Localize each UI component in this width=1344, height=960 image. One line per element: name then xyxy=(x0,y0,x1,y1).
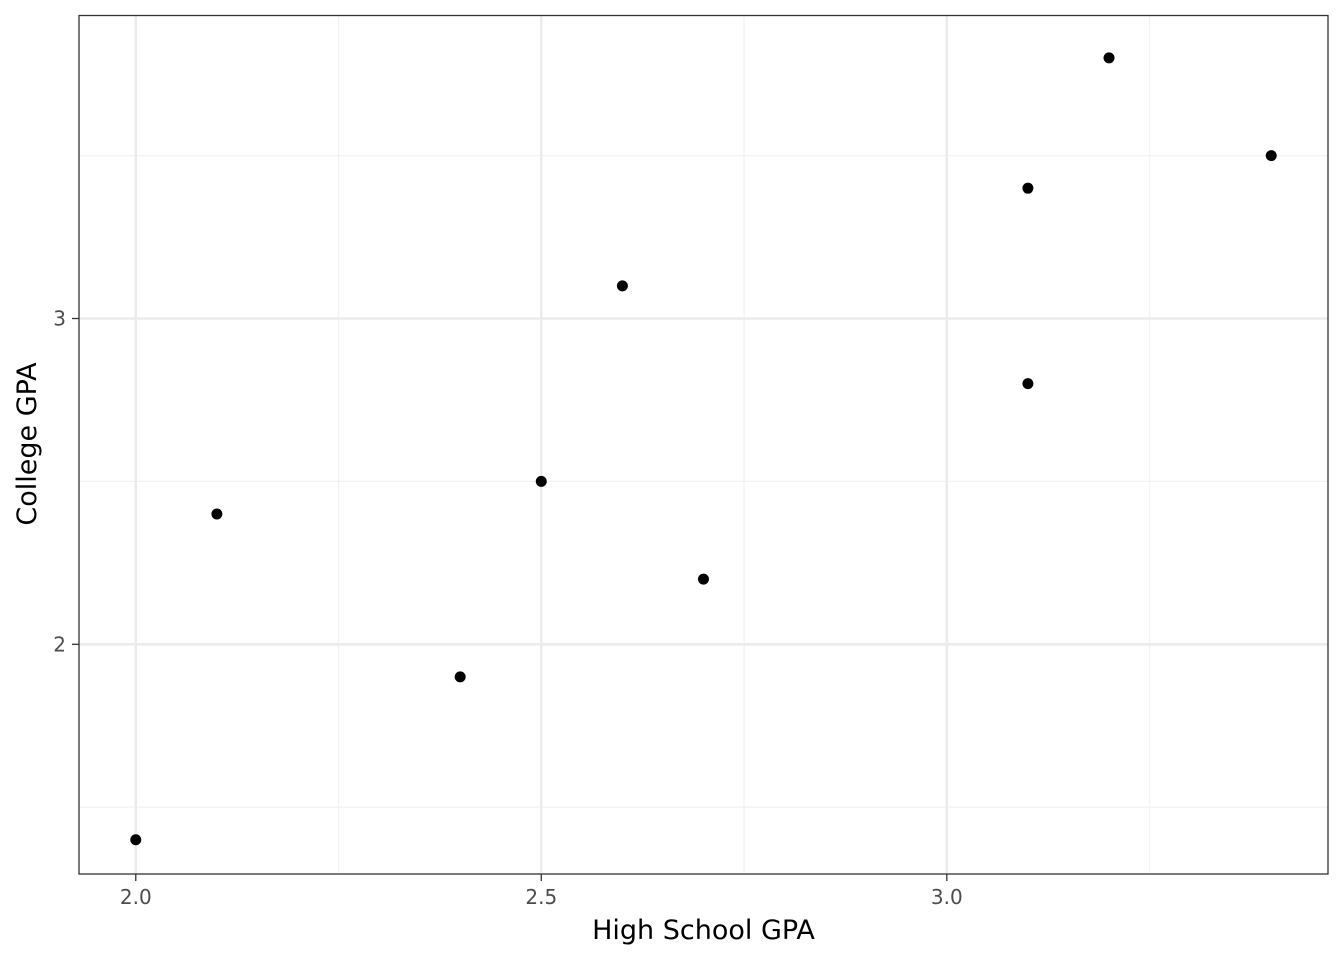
panel-border xyxy=(78,14,1329,875)
y-tick-label: 2 xyxy=(53,632,66,656)
data-point xyxy=(130,834,142,846)
x-axis-ticks: 2.0 2.5 3.0 xyxy=(120,874,963,909)
x-axis-title: High School GPA xyxy=(592,915,815,946)
data-point xyxy=(698,573,709,585)
data-points xyxy=(130,52,1277,846)
data-point xyxy=(1022,378,1034,390)
data-point xyxy=(1022,182,1034,194)
minor-grid xyxy=(79,15,1328,874)
data-point xyxy=(535,475,547,487)
x-tick-label: 2.0 xyxy=(120,885,152,909)
data-point xyxy=(616,280,628,292)
major-grid xyxy=(79,15,1328,874)
data-point xyxy=(211,508,223,520)
y-axis-title: College GPA xyxy=(12,362,43,526)
x-tick-label: 2.5 xyxy=(525,885,557,909)
y-axis-ticks: 23 xyxy=(53,307,79,656)
y-tick-label: 3 xyxy=(53,307,66,331)
data-point xyxy=(1103,52,1115,64)
x-tick-label: 3.0 xyxy=(931,885,963,909)
data-point xyxy=(1265,150,1277,162)
data-point xyxy=(454,671,466,683)
